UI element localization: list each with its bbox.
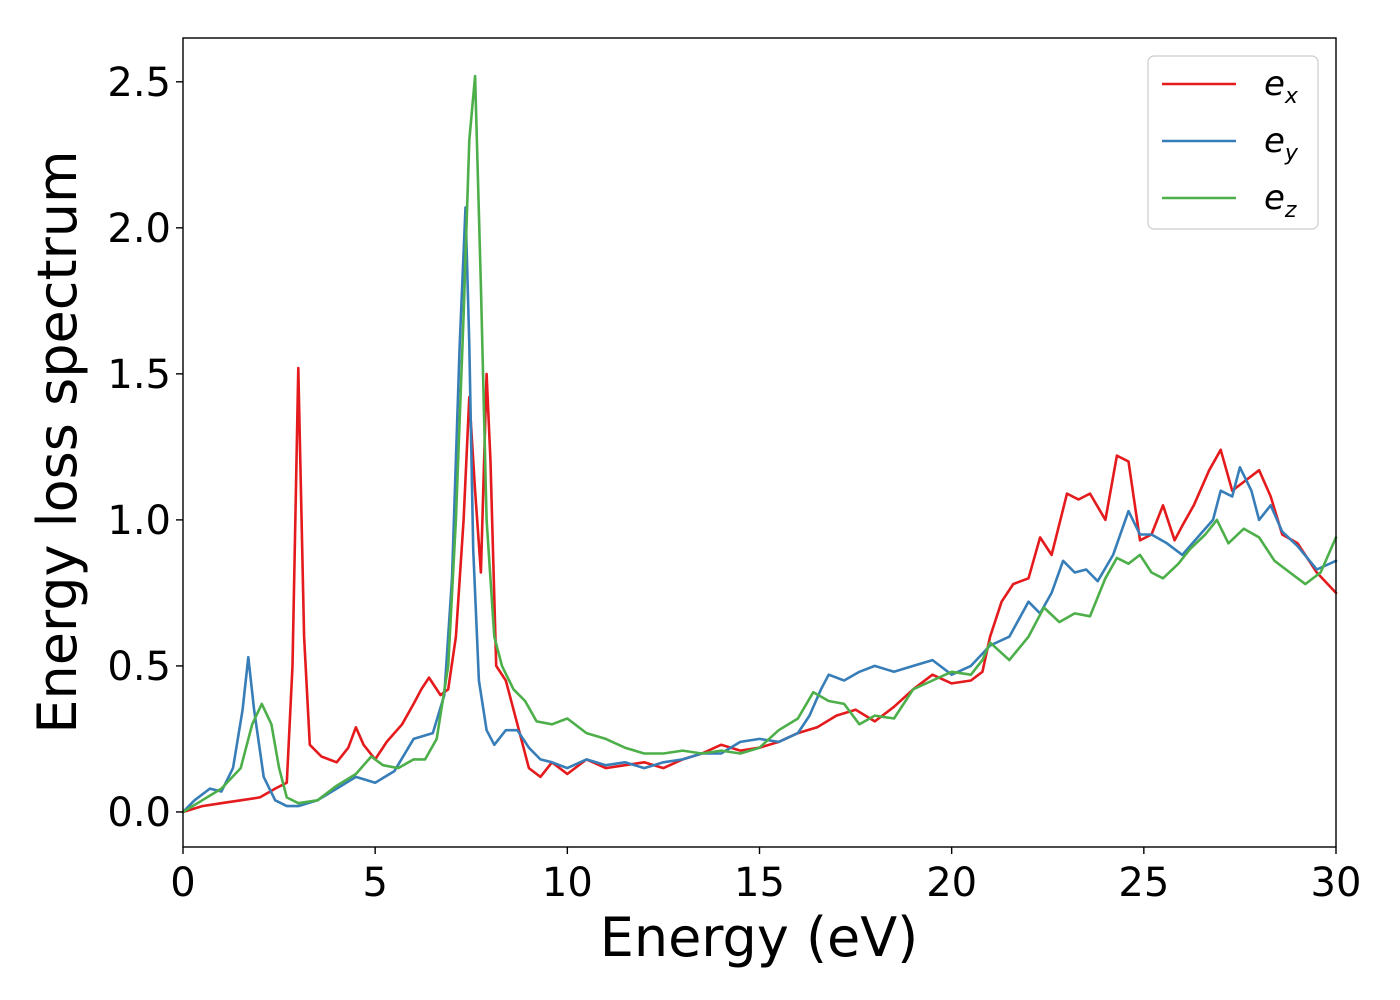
x-tick-label: 10 [542,860,593,906]
x-tick-label: 20 [926,860,977,906]
series-lines [181,74,1338,814]
y-tick-label: 0.5 [107,644,171,690]
x-axis-title: Energy (eV) [600,906,919,969]
y-axis-title: Energy loss spectrum [26,150,89,733]
y-tick-label: 0.0 [107,790,171,836]
y-tick-label: 1.0 [107,498,171,544]
x-tick-label: 5 [362,860,387,906]
legend-label-x: ex [1264,64,1299,109]
x-tick-label: 25 [1118,860,1169,906]
y-tick-label: 1.5 [107,352,171,398]
legend: ex ey ez [1147,55,1319,230]
x-tick-label: 30 [1311,860,1362,906]
y-tick-label: 2.5 [107,60,171,106]
series-line-z [181,74,1338,814]
x-axis-ticks: 0 5 10 15 20 25 30 [170,847,1361,906]
legend-label-z: ez [1264,178,1297,223]
plot-area [183,38,1336,847]
y-tick-label: 2.0 [107,206,171,252]
y-axis-ticks: 0.0 0.5 1.0 1.5 2.0 2.5 [107,60,183,836]
x-tick-label: 0 [170,860,195,906]
legend-label-y: ey [1264,121,1299,166]
legend-frame [1147,55,1319,230]
series-line-y [181,206,1338,814]
x-tick-label: 15 [734,860,785,906]
